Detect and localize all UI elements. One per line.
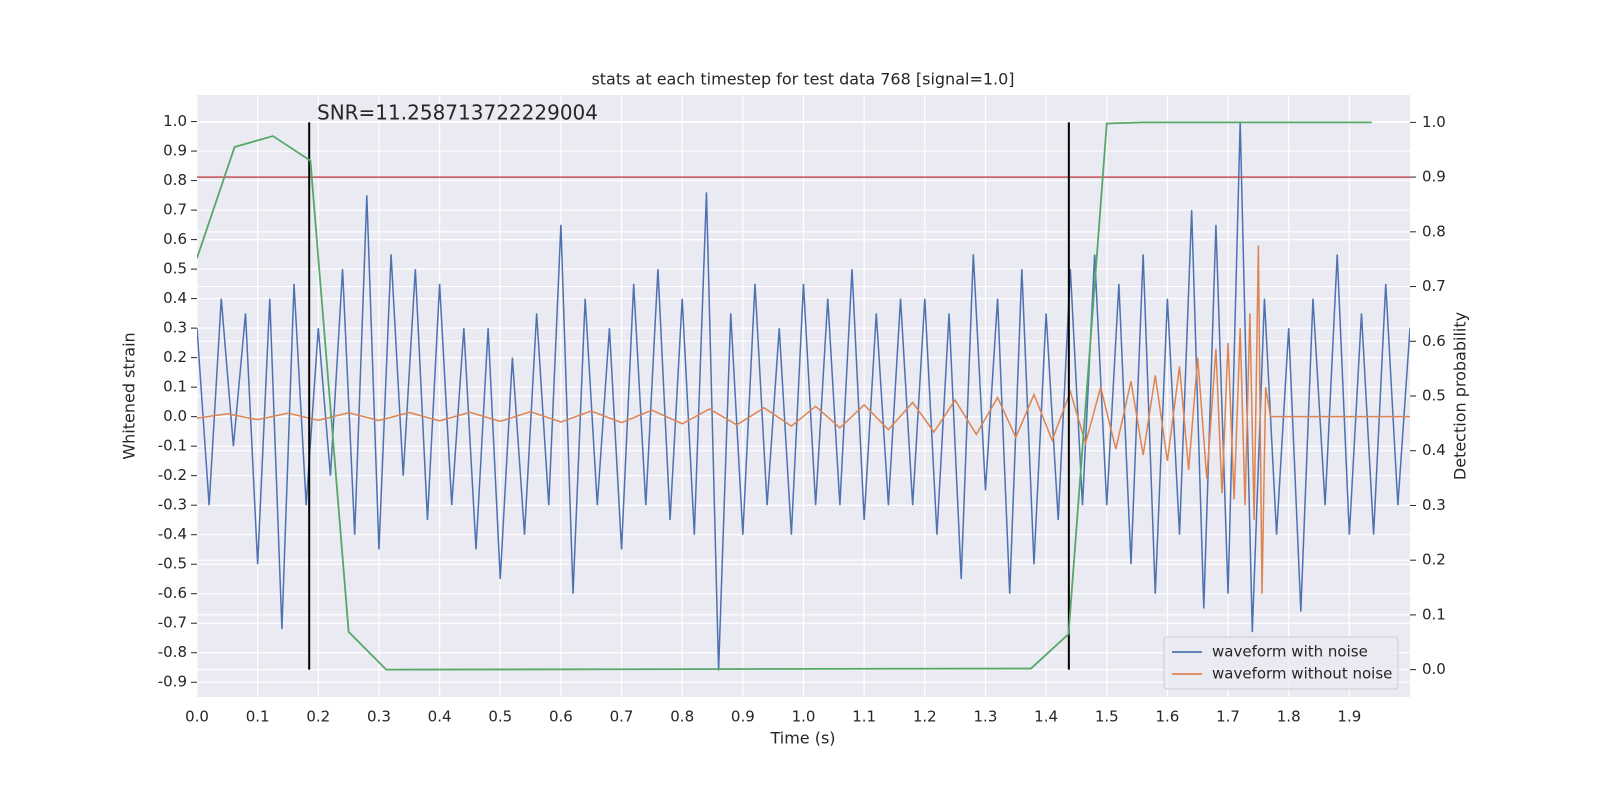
y2-axis-label: Detection probability <box>1451 312 1470 480</box>
annotation: SNR=11.258713722229004 <box>317 101 598 125</box>
plot-area <box>197 121 1410 671</box>
x-tick-label: 1.1 <box>852 708 876 726</box>
y-tick-label: -0.1 <box>158 437 187 455</box>
y-axis-label: Whitened strain <box>120 332 139 459</box>
y-tick-label: 0.8 <box>163 171 187 189</box>
y2-tick-label: 0.6 <box>1422 332 1446 350</box>
legend-label: waveform without noise <box>1212 665 1392 683</box>
series-line <box>197 121 1410 671</box>
x-tick-label: 1.2 <box>913 708 937 726</box>
y-tick-label: 0.7 <box>163 201 187 219</box>
x-tick-label: 1.3 <box>974 708 998 726</box>
y-tick-label: 0.9 <box>163 142 187 160</box>
y2-tick-label: 0.9 <box>1422 168 1446 186</box>
x-tick-label: 1.6 <box>1155 708 1179 726</box>
legend-label: waveform with noise <box>1212 643 1368 661</box>
y2-tick-label: 0.3 <box>1422 496 1446 514</box>
y-tick-label: 0.0 <box>163 407 187 425</box>
x-tick-label: 0.7 <box>610 708 634 726</box>
x-axis-label: Time (s) <box>769 729 835 748</box>
y-tick-label: 0.1 <box>163 378 187 396</box>
y-tick-label: -0.2 <box>158 466 187 484</box>
y2-tick-label: 0.0 <box>1422 660 1446 678</box>
x-tick-label: 0.4 <box>428 708 452 726</box>
x-tick-label: 0.9 <box>731 708 755 726</box>
y2-tick-label: 1.0 <box>1422 113 1446 131</box>
series-line <box>197 121 1372 671</box>
chart-title: stats at each timestep for test data 768… <box>591 70 1014 89</box>
x-tick-label: 1.9 <box>1337 708 1361 726</box>
x-tick-label: 0.1 <box>246 708 270 726</box>
y-tick-label: 0.6 <box>163 230 187 248</box>
y-tick-label: -0.9 <box>158 673 187 691</box>
y2-tick-label: 0.7 <box>1422 277 1446 295</box>
y2-tick-label: 0.8 <box>1422 222 1446 240</box>
x-tick-label: 0.8 <box>670 708 694 726</box>
y2-tick-label: 0.1 <box>1422 605 1446 623</box>
x-tick-label: 0.6 <box>549 708 573 726</box>
series-line <box>197 245 1410 594</box>
y-tick-label: -0.7 <box>158 614 187 632</box>
y-tick-label: 0.5 <box>163 260 187 278</box>
x-tick-label: 0.0 <box>185 708 209 726</box>
y2-tick-label: 0.4 <box>1422 441 1446 459</box>
x-tick-label: 1.0 <box>792 708 816 726</box>
legend-box <box>1163 636 1399 690</box>
y-tick-label: -0.6 <box>158 584 187 602</box>
y-tick-label: -0.5 <box>158 555 187 573</box>
x-tick-label: 1.5 <box>1095 708 1119 726</box>
x-tick-label: 1.7 <box>1216 708 1240 726</box>
y-tick-label: -0.4 <box>158 525 187 543</box>
x-tick-label: 0.5 <box>488 708 512 726</box>
y-tick-label: 0.3 <box>163 319 187 337</box>
y-tick-label: -0.8 <box>158 643 187 661</box>
y-tick-label: 0.2 <box>163 348 187 366</box>
y-tick-label: -0.3 <box>158 496 187 514</box>
y2-tick-label: 0.5 <box>1422 387 1446 405</box>
y2-tick-label: 0.2 <box>1422 551 1446 569</box>
x-tick-label: 0.2 <box>306 708 330 726</box>
y-tick-label: 0.4 <box>163 289 187 307</box>
x-tick-label: 0.3 <box>367 708 391 726</box>
y-tick-label: 1.0 <box>163 112 187 130</box>
x-tick-label: 1.8 <box>1277 708 1301 726</box>
x-tick-label: 1.4 <box>1034 708 1058 726</box>
